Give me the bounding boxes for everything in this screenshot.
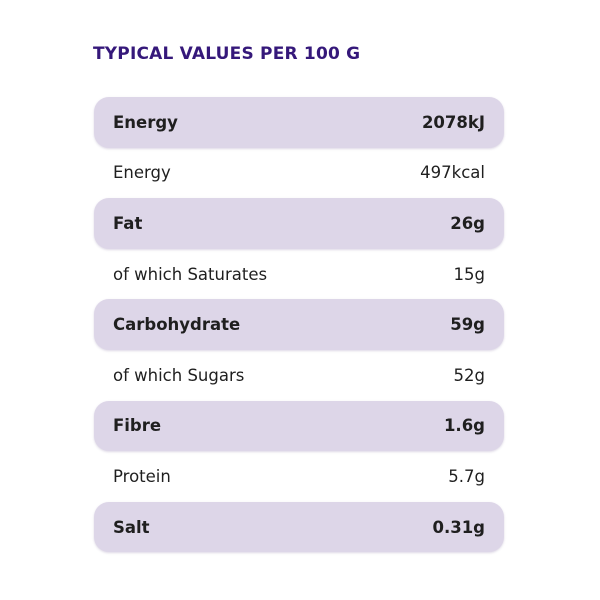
table-row: Energy 2078kJ	[94, 97, 504, 148]
nutrient-value: 5.7g	[448, 466, 485, 486]
table-row: Fat 26g	[94, 198, 504, 249]
table-row: Carbohydrate 59g	[94, 299, 504, 350]
nutrient-label: Energy	[113, 163, 171, 183]
nutrient-value: 26g	[450, 213, 485, 233]
nutrient-label: Energy	[113, 112, 178, 132]
nutrient-label: of which Sugars	[113, 365, 245, 385]
nutrient-value: 1.6g	[443, 416, 485, 436]
nutrient-value: 59g	[450, 315, 485, 335]
table-title: TYPICAL VALUES PER 100 G	[93, 44, 361, 64]
nutrient-value: 2078kJ	[421, 112, 485, 132]
table-row: Energy 497kcal	[94, 148, 504, 199]
nutrient-value: 497kcal	[420, 163, 485, 183]
nutrient-value: 52g	[453, 365, 485, 385]
table-row: Protein 5.7g	[94, 451, 504, 502]
nutrient-value: 15g	[453, 264, 485, 284]
nutrient-label: Fat	[113, 213, 143, 233]
nutrient-label: Fibre	[113, 416, 162, 436]
nutrient-label: of which Saturates	[113, 264, 268, 284]
table-row: Fibre 1.6g	[94, 400, 504, 452]
table-row: of which Sugars 52g	[94, 350, 504, 401]
nutrient-value: 0.31g	[432, 517, 485, 537]
nutrient-label: Carbohydrate	[113, 315, 241, 335]
table-row: of which Saturates 15g	[94, 249, 504, 300]
nutrient-label: Salt	[113, 517, 150, 537]
nutrition-table: Energy 2078kJ Energy 497kcal Fat 26g of which …	[94, 97, 504, 553]
nutrient-label: Protein	[113, 466, 171, 486]
table-row: Salt 0.31g	[94, 501, 504, 553]
